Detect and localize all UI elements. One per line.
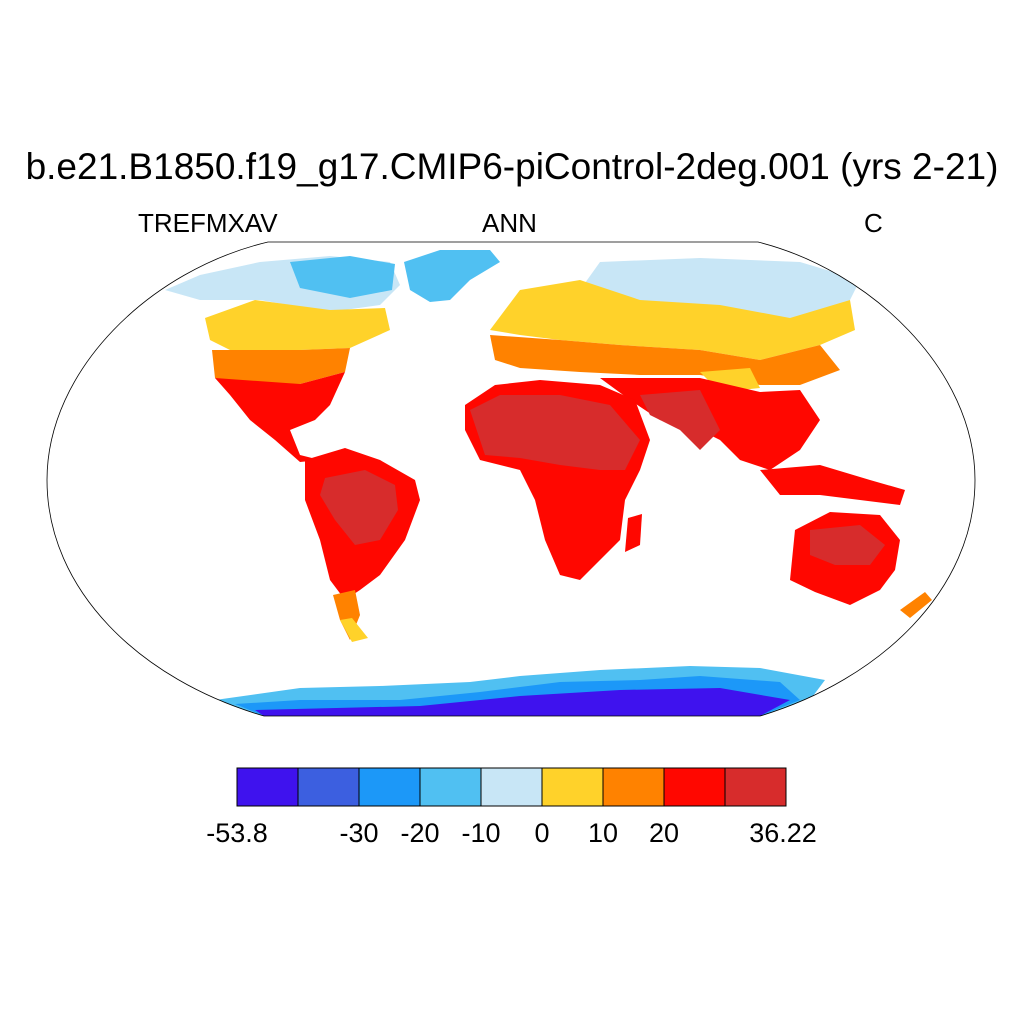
season-label: ANN: [482, 208, 537, 238]
eurasia-cool: [490, 280, 855, 360]
colorbar-tick-label: -53.8: [206, 818, 268, 848]
australia-hot: [810, 525, 885, 565]
colorbar-swatch: [480, 767, 543, 807]
india-hot: [640, 390, 720, 450]
indonesia: [760, 465, 905, 505]
north-america-warm: [215, 372, 345, 462]
colorbar-swatch: [541, 767, 604, 807]
antarctica-coldest: [255, 688, 790, 716]
colorbar-swatch: [236, 767, 299, 807]
patagonia: [340, 618, 368, 642]
colorbar: -53.8 -30 -20 -10 0 10 20 36.22: [206, 767, 817, 848]
units-label: C: [864, 208, 883, 238]
greenland: [404, 250, 500, 302]
colorbar-swatch: [663, 767, 726, 807]
south-america-hot: [320, 470, 398, 545]
colorbar-swatch: [297, 767, 360, 807]
colorbar-tick-label: -20: [400, 818, 439, 848]
map-field: [165, 250, 932, 716]
new-zealand: [900, 592, 932, 618]
colorbar-swatch: [358, 767, 421, 807]
colorbar-tick-label: 20: [649, 818, 679, 848]
eurasia-mid: [490, 335, 840, 385]
colorbar-tick-label: 10: [588, 818, 618, 848]
eurasia-arctic: [580, 258, 860, 320]
canada-cold: [290, 256, 395, 298]
plot-title: b.e21.B1850.f19_g17.CMIP6-piControl-2deg…: [25, 146, 999, 187]
africa-hot: [470, 395, 640, 470]
colorbar-swatch: [419, 767, 482, 807]
colorbar-tick-label: 0: [534, 818, 549, 848]
colorbar-tick-label: 36.22: [749, 818, 817, 848]
colorbar-tick-label: -10: [461, 818, 500, 848]
colorbar-tick-label: -30: [339, 818, 378, 848]
colorbar-swatch: [724, 767, 787, 807]
map-border: [46, 241, 976, 717]
colorbar-swatch: [602, 767, 665, 807]
north-america-cool: [205, 300, 390, 350]
variable-label: TREFMXAV: [138, 208, 278, 238]
north-america-mid: [212, 348, 350, 384]
madagascar: [625, 514, 642, 552]
